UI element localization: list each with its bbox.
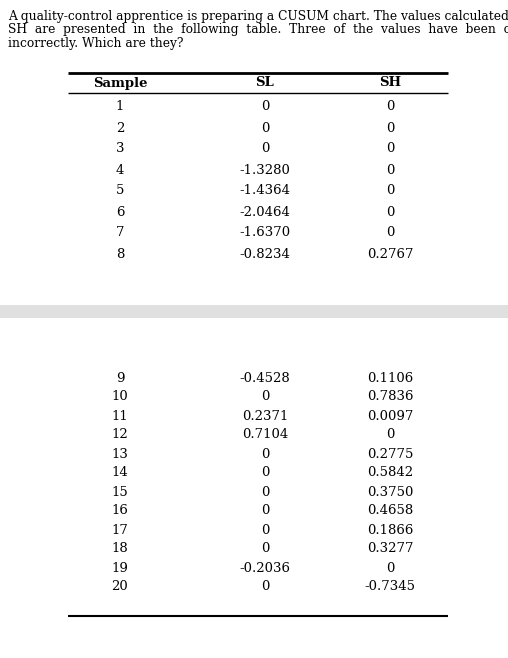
Text: 0.4658: 0.4658 — [367, 505, 413, 517]
Text: -0.8234: -0.8234 — [240, 247, 291, 261]
Text: 0: 0 — [261, 447, 269, 461]
Text: 0.5842: 0.5842 — [367, 467, 413, 480]
Text: 18: 18 — [112, 542, 129, 555]
Text: 17: 17 — [112, 524, 129, 536]
Text: 0: 0 — [261, 486, 269, 499]
Text: 11: 11 — [112, 409, 129, 422]
Text: 12: 12 — [112, 428, 129, 442]
Text: 0.3750: 0.3750 — [367, 486, 413, 499]
Text: 16: 16 — [112, 505, 129, 517]
Text: 0: 0 — [386, 428, 394, 442]
Text: 0.1106: 0.1106 — [367, 372, 413, 384]
Text: 4: 4 — [116, 163, 124, 176]
Text: 10: 10 — [112, 390, 129, 403]
Text: 7: 7 — [116, 226, 124, 240]
Text: 5: 5 — [116, 184, 124, 197]
Text: Sample: Sample — [93, 76, 147, 89]
Text: -1.4364: -1.4364 — [239, 184, 291, 197]
Text: 0.2767: 0.2767 — [367, 247, 413, 261]
Text: -1.6370: -1.6370 — [239, 226, 291, 240]
Text: 0: 0 — [386, 163, 394, 176]
Text: incorrectly. Which are they?: incorrectly. Which are they? — [8, 37, 183, 50]
Text: SH  are  presented  in  the  following  table.  Three  of  the  values  have  be: SH are presented in the following table.… — [8, 24, 508, 36]
Text: 0: 0 — [386, 226, 394, 240]
Text: 0: 0 — [261, 390, 269, 403]
Text: 0: 0 — [386, 205, 394, 218]
Text: 2: 2 — [116, 122, 124, 134]
Text: 14: 14 — [112, 467, 129, 480]
Text: 0: 0 — [386, 101, 394, 113]
Text: 1: 1 — [116, 101, 124, 113]
Text: 0.2371: 0.2371 — [242, 409, 288, 422]
Text: 20: 20 — [112, 580, 129, 594]
Text: 13: 13 — [112, 447, 129, 461]
Text: 0.1866: 0.1866 — [367, 524, 413, 536]
Text: 3: 3 — [116, 143, 124, 155]
Text: 0: 0 — [386, 143, 394, 155]
Text: 0: 0 — [261, 524, 269, 536]
Text: 0: 0 — [261, 467, 269, 480]
Text: 0: 0 — [261, 580, 269, 594]
Text: 0: 0 — [261, 122, 269, 134]
Text: 0: 0 — [261, 505, 269, 517]
Text: 15: 15 — [112, 486, 129, 499]
Text: 19: 19 — [112, 561, 129, 574]
Text: 8: 8 — [116, 247, 124, 261]
Text: 9: 9 — [116, 372, 124, 384]
Text: 0.7104: 0.7104 — [242, 428, 288, 442]
Text: 0.7836: 0.7836 — [367, 390, 413, 403]
Text: 0: 0 — [261, 143, 269, 155]
Text: -0.2036: -0.2036 — [239, 561, 291, 574]
Text: 0: 0 — [386, 184, 394, 197]
Text: 0: 0 — [386, 561, 394, 574]
Text: -0.7345: -0.7345 — [365, 580, 416, 594]
Text: SL: SL — [256, 76, 274, 89]
Text: 0: 0 — [261, 101, 269, 113]
Text: 0.0097: 0.0097 — [367, 409, 413, 422]
Text: -1.3280: -1.3280 — [240, 163, 291, 176]
Text: A quality-control apprentice is preparing a CUSUM chart. The values calculated f: A quality-control apprentice is preparin… — [8, 10, 508, 23]
Text: 0: 0 — [386, 122, 394, 134]
Bar — [0, 305, 508, 318]
Text: SH: SH — [379, 76, 401, 89]
Text: 0: 0 — [261, 542, 269, 555]
Text: 0.2775: 0.2775 — [367, 447, 413, 461]
Text: -2.0464: -2.0464 — [240, 205, 291, 218]
Text: -0.4528: -0.4528 — [240, 372, 291, 384]
Text: 0.3277: 0.3277 — [367, 542, 413, 555]
Text: 6: 6 — [116, 205, 124, 218]
